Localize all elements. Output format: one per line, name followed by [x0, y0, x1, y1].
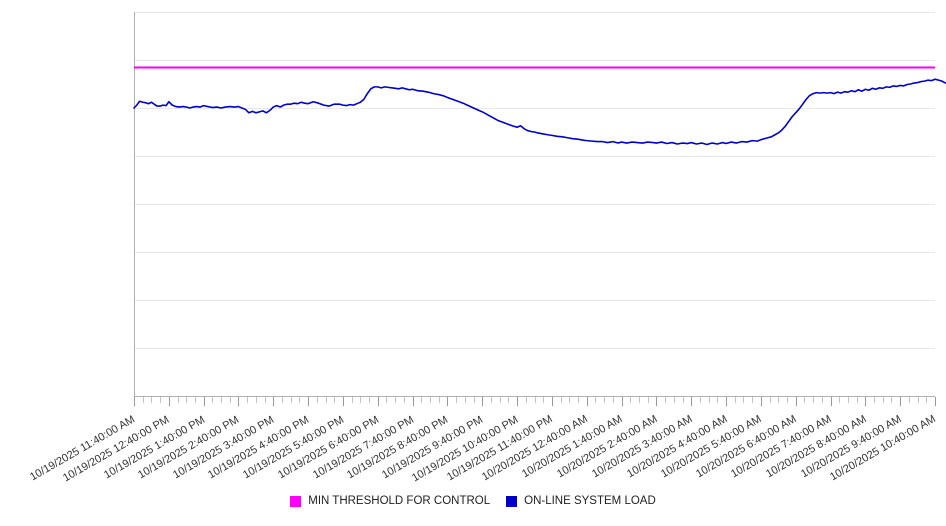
legend-swatch-min-threshold	[290, 495, 302, 507]
chart-legend: MIN THRESHOLD FOR CONTROL ON-LINE SYSTEM …	[0, 495, 946, 507]
series-line-online-system-load[interactable]	[133, 78, 946, 146]
legend-item-label: MIN THRESHOLD FOR CONTROL	[308, 495, 491, 507]
legend-item[interactable]: MIN THRESHOLD FOR CONTROL	[290, 495, 490, 507]
legend-swatch-online-load	[506, 495, 518, 507]
legend-item-label: ON-LINE SYSTEM LOAD	[524, 495, 656, 507]
legend-item[interactable]: ON-LINE SYSTEM LOAD	[506, 495, 656, 507]
